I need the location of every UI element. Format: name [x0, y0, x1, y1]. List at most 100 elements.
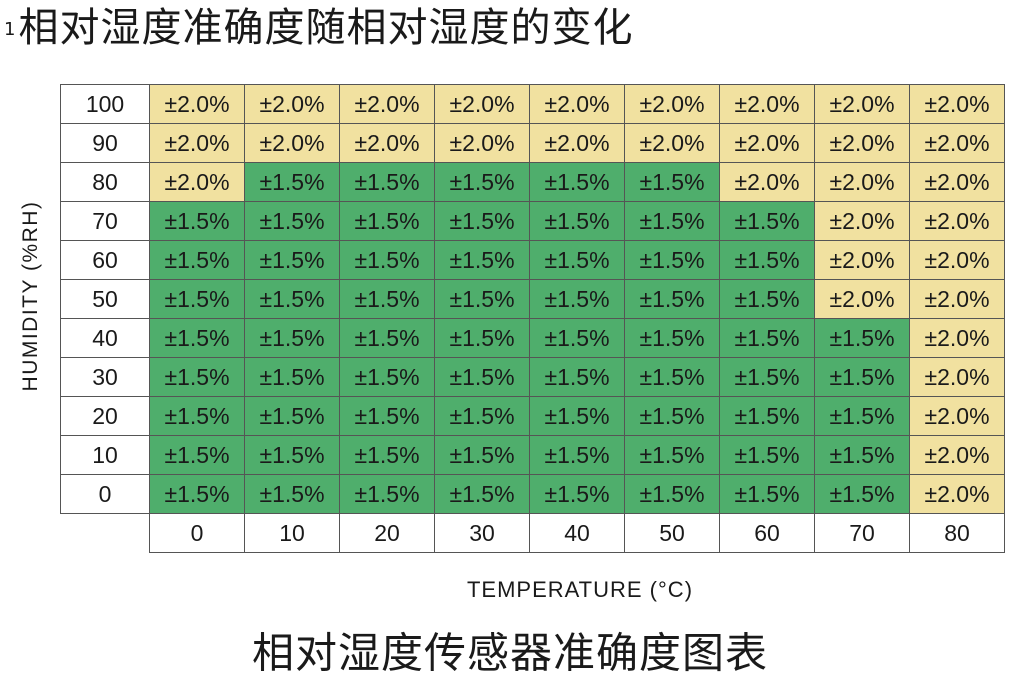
x-tick-label: 60	[719, 513, 815, 553]
heatmap-cell: ±2.0%	[719, 162, 815, 202]
heatmap-cell: ±1.5%	[244, 396, 340, 436]
heatmap-cell: ±1.5%	[814, 435, 910, 475]
heatmap-cell: ±1.5%	[624, 201, 720, 241]
table-row: 30 ±1.5% ±1.5% ±1.5% ±1.5% ±1.5% ±1.5% ±1.5% ±1.…	[60, 357, 1005, 397]
heatmap-cell: ±1.5%	[434, 357, 530, 397]
heatmap-cell: ±1.5%	[719, 201, 815, 241]
heatmap-cell: ±1.5%	[339, 435, 435, 475]
heatmap-cell: ±1.5%	[624, 318, 720, 358]
heatmap-cell: ±1.5%	[149, 357, 245, 397]
heatmap-cell: ±1.5%	[339, 240, 435, 280]
heatmap-cell: ±1.5%	[339, 474, 435, 514]
heatmap-cell: ±1.5%	[149, 474, 245, 514]
heatmap-cell: ±1.5%	[244, 474, 340, 514]
x-tick-label: 30	[434, 513, 530, 553]
heatmap-cell: ±2.0%	[339, 84, 435, 124]
heatmap-cell: ±1.5%	[719, 279, 815, 319]
heatmap-cell: ±2.0%	[909, 396, 1005, 436]
heatmap-cell: ±1.5%	[339, 357, 435, 397]
chart-title: 1相对湿度准确度随相对湿度的变化	[4, 2, 633, 54]
heatmap-cell: ±1.5%	[814, 318, 910, 358]
heatmap-cell: ±1.5%	[434, 162, 530, 202]
y-tick-label: 50	[60, 279, 150, 319]
table-row: 50 ±1.5% ±1.5% ±1.5% ±1.5% ±1.5% ±1.5% ±1.5% ±2.…	[60, 279, 1005, 319]
corner-blank	[61, 514, 150, 553]
y-tick-label: 80	[60, 162, 150, 202]
heatmap-cell: ±1.5%	[434, 396, 530, 436]
heatmap-cell: ±1.5%	[339, 396, 435, 436]
heatmap-cell: ±1.5%	[529, 474, 625, 514]
heatmap-cell: ±2.0%	[814, 84, 910, 124]
heatmap-cell: ±1.5%	[149, 396, 245, 436]
heatmap-cell: ±2.0%	[244, 123, 340, 163]
heatmap-cell: ±1.5%	[149, 240, 245, 280]
heatmap-cell: ±2.0%	[719, 123, 815, 163]
heatmap-cell: ±1.5%	[434, 201, 530, 241]
heatmap-cell: ±1.5%	[434, 435, 530, 475]
y-tick-label: 90	[60, 123, 150, 163]
heatmap-cell: ±1.5%	[434, 474, 530, 514]
heatmap-cell: ±2.0%	[909, 123, 1005, 163]
heatmap-cell: ±1.5%	[624, 474, 720, 514]
y-tick-label: 30	[60, 357, 150, 397]
x-tick-label: 80	[909, 513, 1005, 553]
x-tick-label: 40	[529, 513, 625, 553]
heatmap-cell: ±2.0%	[909, 162, 1005, 202]
heatmap-cell: ±1.5%	[244, 201, 340, 241]
table-row: 100 ±2.0% ±2.0% ±2.0% ±2.0% ±2.0% ±2.0% ±2.0% ±2…	[60, 84, 1005, 124]
heatmap-cell: ±1.5%	[814, 474, 910, 514]
x-tick-label: 50	[624, 513, 720, 553]
heatmap-cell: ±1.5%	[434, 240, 530, 280]
heatmap-cell: ±2.0%	[149, 123, 245, 163]
heatmap-cell: ±1.5%	[434, 279, 530, 319]
heatmap-cell: ±2.0%	[909, 435, 1005, 475]
heatmap-cell: ±2.0%	[909, 357, 1005, 397]
heatmap-cell: ±1.5%	[529, 435, 625, 475]
chart-title-text: 相对湿度准确度随相对湿度的变化	[18, 5, 634, 51]
y-tick-label: 70	[60, 201, 150, 241]
heatmap-cell: ±2.0%	[149, 84, 245, 124]
x-axis-row: 0 10 20 30 40 50 60 70 80	[61, 513, 1005, 553]
heatmap-cell: ±2.0%	[624, 123, 720, 163]
footnote-mark: 1	[4, 19, 17, 40]
table-row: 20 ±1.5% ±1.5% ±1.5% ±1.5% ±1.5% ±1.5% ±1.5% ±1.…	[60, 396, 1005, 436]
heatmap-cell: ±2.0%	[814, 279, 910, 319]
heatmap-cell: ±2.0%	[814, 201, 910, 241]
heatmap-cell: ±2.0%	[909, 318, 1005, 358]
heatmap-cell: ±2.0%	[244, 84, 340, 124]
heatmap-cell: ±1.5%	[149, 318, 245, 358]
heatmap-cell: ±2.0%	[814, 240, 910, 280]
heatmap-cell: ±2.0%	[434, 84, 530, 124]
y-tick-label: 100	[60, 84, 150, 124]
heatmap-cell: ±1.5%	[719, 357, 815, 397]
heatmap-cell: ±2.0%	[719, 84, 815, 124]
heatmap-cell: ±2.0%	[339, 123, 435, 163]
heatmap-cell: ±1.5%	[624, 357, 720, 397]
table-row: 90 ±2.0% ±2.0% ±2.0% ±2.0% ±2.0% ±2.0% ±2.0% ±2.…	[60, 123, 1005, 163]
heatmap-cell: ±1.5%	[719, 396, 815, 436]
heatmap-cell: ±1.5%	[434, 318, 530, 358]
table-row: 40 ±1.5% ±1.5% ±1.5% ±1.5% ±1.5% ±1.5% ±1.5% ±1.…	[60, 318, 1005, 358]
heatmap-cell: ±2.0%	[624, 84, 720, 124]
heatmap-cell: ±1.5%	[719, 435, 815, 475]
heatmap-cell: ±2.0%	[814, 123, 910, 163]
heatmap-cell: ±1.5%	[244, 357, 340, 397]
heatmap-cell: ±1.5%	[244, 318, 340, 358]
heatmap-cell: ±1.5%	[339, 201, 435, 241]
heatmap-cell: ±1.5%	[719, 474, 815, 514]
heatmap-cell: ±2.0%	[434, 123, 530, 163]
heatmap-cell: ±1.5%	[719, 318, 815, 358]
table-row: 0 ±1.5% ±1.5% ±1.5% ±1.5% ±1.5% ±1.5% ±1.5% ±1.5…	[60, 474, 1005, 514]
heatmap-cell: ±1.5%	[244, 279, 340, 319]
table-row: 10 ±1.5% ±1.5% ±1.5% ±1.5% ±1.5% ±1.5% ±1.5% ±1.…	[60, 435, 1005, 475]
heatmap-cell: ±1.5%	[529, 318, 625, 358]
y-axis-label: HUMIDITY (%RH)	[19, 200, 42, 392]
heatmap-cell: ±1.5%	[529, 396, 625, 436]
x-axis-label: TEMPERATURE (°C)	[466, 577, 694, 602]
heatmap-cell: ±1.5%	[719, 240, 815, 280]
heatmap-cell: ±2.0%	[909, 201, 1005, 241]
heatmap-cell: ±2.0%	[909, 474, 1005, 514]
heatmap-cell: ±1.5%	[339, 318, 435, 358]
heatmap-cell: ±2.0%	[529, 84, 625, 124]
heatmap-cell: ±1.5%	[149, 279, 245, 319]
